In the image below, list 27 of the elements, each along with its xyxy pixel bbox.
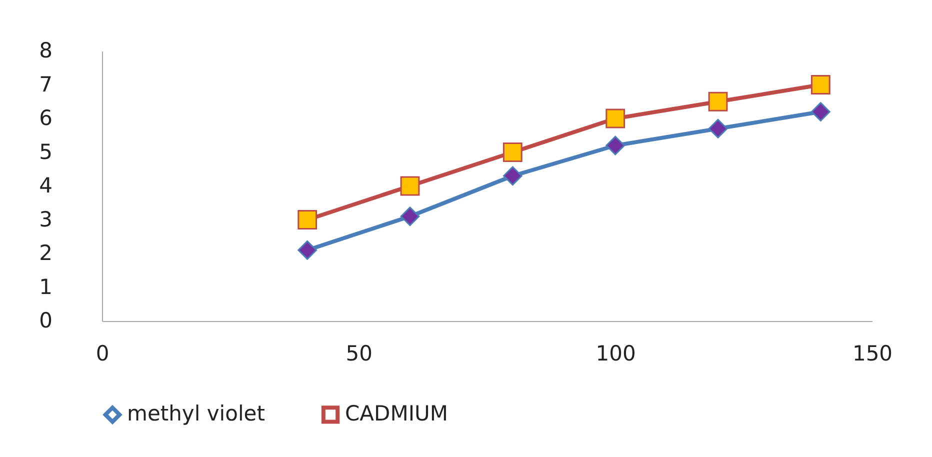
point <box>708 92 728 112</box>
y-tick-label: 0 <box>39 308 52 332</box>
point <box>810 102 830 122</box>
y-tick-label: 6 <box>39 106 52 130</box>
point <box>298 240 318 260</box>
point <box>298 210 318 230</box>
point <box>708 118 728 138</box>
x-tick-label: 100 <box>596 342 636 366</box>
y-tick-label: 7 <box>39 72 52 96</box>
x-tick-label: 50 <box>346 342 373 366</box>
point <box>502 142 522 162</box>
y-tick-label: 1 <box>39 274 52 299</box>
x-tick-label: 0 <box>96 342 110 366</box>
y-tick-label: 2 <box>39 241 52 265</box>
y-tick-label: 8 <box>39 38 52 62</box>
y-tick-label: 5 <box>39 140 52 164</box>
point <box>606 136 626 156</box>
point <box>606 108 626 128</box>
point <box>810 75 830 94</box>
x-tick-label: 150 <box>852 342 893 366</box>
legend-label: methyl violet <box>127 402 265 426</box>
point <box>502 166 522 186</box>
point <box>400 206 420 226</box>
y-tick-label: 3 <box>39 207 52 232</box>
y-tick-label: 4 <box>39 174 52 198</box>
point <box>400 176 420 196</box>
legend-label: CADMIUM <box>345 402 448 426</box>
